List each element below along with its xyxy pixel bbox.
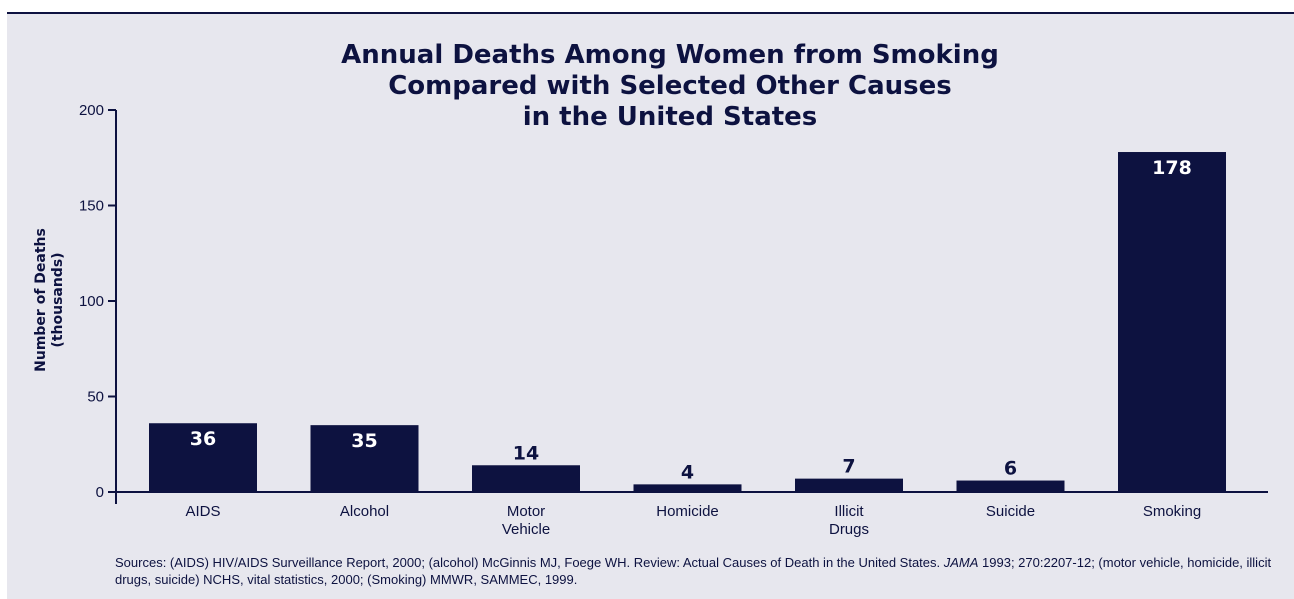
bar-illicit-drugs <box>795 478 903 492</box>
x-tick-label: Suicide <box>986 503 1035 520</box>
y-tick-label: 100 <box>79 293 104 310</box>
y-tick-label: 0 <box>96 484 104 501</box>
sources-text-1: Sources: (AIDS) HIV/AIDS Surveillance Re… <box>115 555 944 570</box>
top-rule <box>7 12 1294 14</box>
sources-text-2: 1993; 270:2207-12; (motor vehicle, homic… <box>115 555 1272 587</box>
data-label: 4 <box>681 461 694 483</box>
chart-background <box>7 12 1294 599</box>
chart-title-line-1: Annual Deaths Among Women from Smoking <box>341 40 999 70</box>
bar-smoking <box>1118 152 1226 492</box>
data-label: 35 <box>351 430 377 452</box>
bar-alcohol <box>310 425 419 492</box>
chart-title-line-3: in the United States <box>522 102 818 132</box>
chart-title-line-2: Compared with Selected Other Causes <box>388 71 952 101</box>
data-label: 36 <box>190 428 216 450</box>
bar-suicide <box>956 480 1065 492</box>
x-tick-label: Vehicle <box>502 521 550 538</box>
x-tick-label: Homicide <box>656 503 719 520</box>
bar-homicide <box>633 484 742 492</box>
chart-title: Annual Deaths Among Women from Smoking C… <box>290 40 1050 133</box>
sources-journal: JAMA <box>943 555 979 570</box>
y-tick-label: 150 <box>79 198 104 215</box>
y-tick-label: 50 <box>87 389 104 406</box>
sources-note: Sources: (AIDS) HIV/AIDS Surveillance Re… <box>115 554 1280 588</box>
x-tick-label: Smoking <box>1143 503 1201 520</box>
x-tick-label: Illicit <box>834 503 864 520</box>
bar-aids <box>149 423 257 492</box>
bar-motor-vehicle <box>472 465 580 492</box>
data-label: 14 <box>513 442 539 464</box>
x-tick-label: Drugs <box>829 521 869 538</box>
x-tick-label: AIDS <box>185 503 220 520</box>
data-label: 6 <box>1004 458 1017 480</box>
x-tick-label: Motor <box>507 503 545 520</box>
data-label: 7 <box>842 456 855 478</box>
y-tick-label: 200 <box>79 102 104 119</box>
data-label: 178 <box>1152 157 1192 179</box>
x-tick-label: Alcohol <box>340 503 389 520</box>
